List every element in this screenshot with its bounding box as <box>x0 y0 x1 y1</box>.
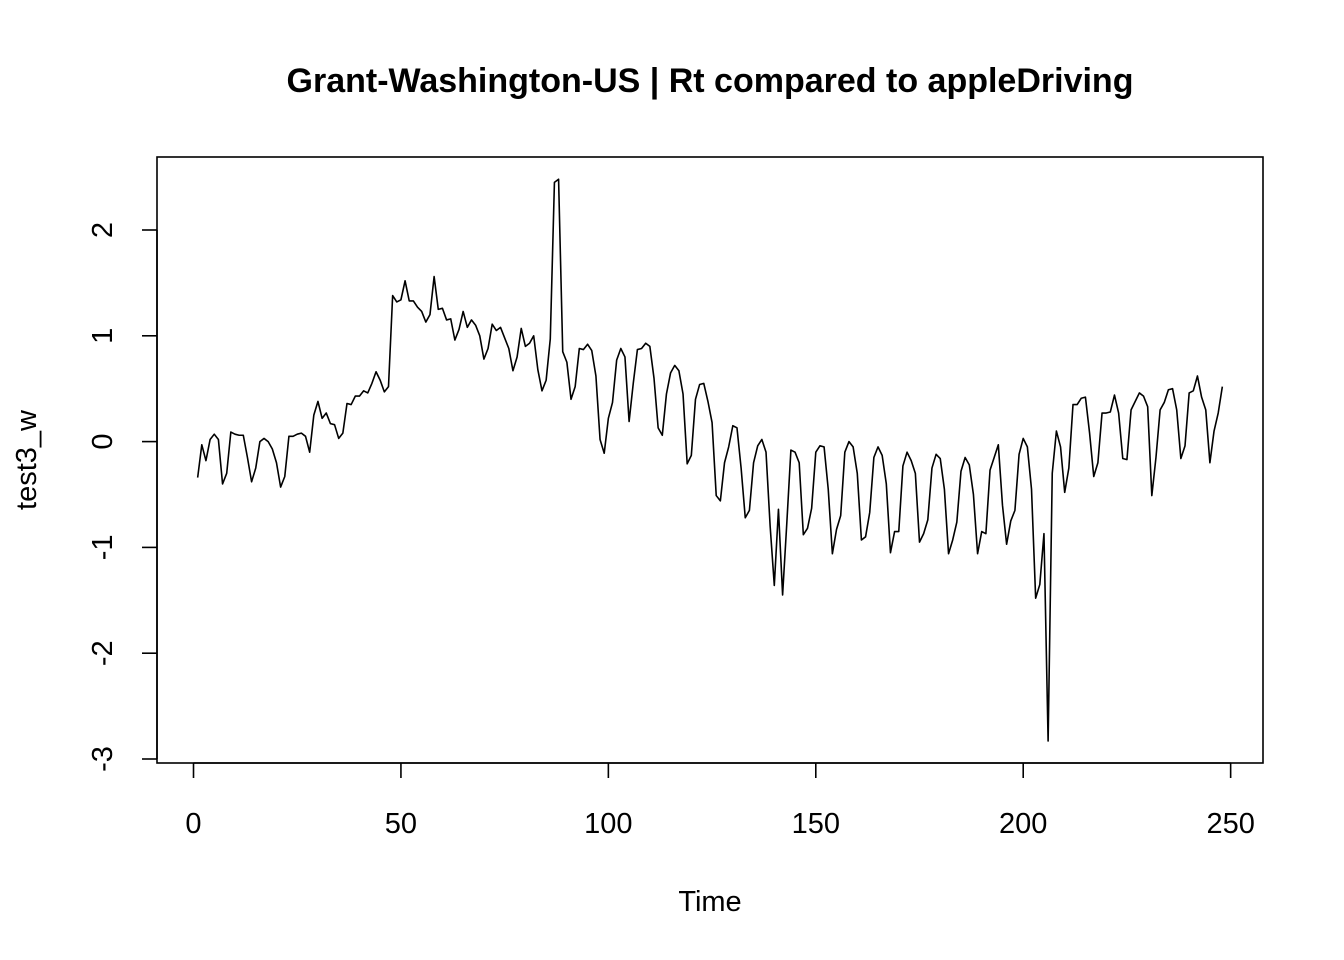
y-axis-label: test3_w <box>11 409 43 510</box>
x-tick-label: 200 <box>999 808 1047 840</box>
series-line <box>196 178 1224 742</box>
y-tick-label: 1 <box>87 328 119 344</box>
y-axis: -3 -2 -1 0 1 2 <box>87 222 158 772</box>
x-tick-label: 0 <box>185 808 201 840</box>
x-tick-label: 150 <box>792 808 840 840</box>
x-axis: 0 50 100 150 200 250 <box>185 762 1255 840</box>
y-tick-label: -2 <box>87 640 119 666</box>
x-axis-label: Time <box>678 886 741 918</box>
y-tick-label: 0 <box>87 434 119 450</box>
y-tick-label: 2 <box>87 222 119 238</box>
plot-frame <box>156 156 1264 764</box>
x-tick-label: 250 <box>1206 808 1254 840</box>
x-tick-label: 100 <box>584 808 632 840</box>
y-tick-label: -1 <box>87 535 119 561</box>
chart-title: Grant-Washington-US | Rt compared to app… <box>287 62 1134 100</box>
x-tick-label: 50 <box>385 808 417 840</box>
y-tick-label: -3 <box>87 746 119 772</box>
